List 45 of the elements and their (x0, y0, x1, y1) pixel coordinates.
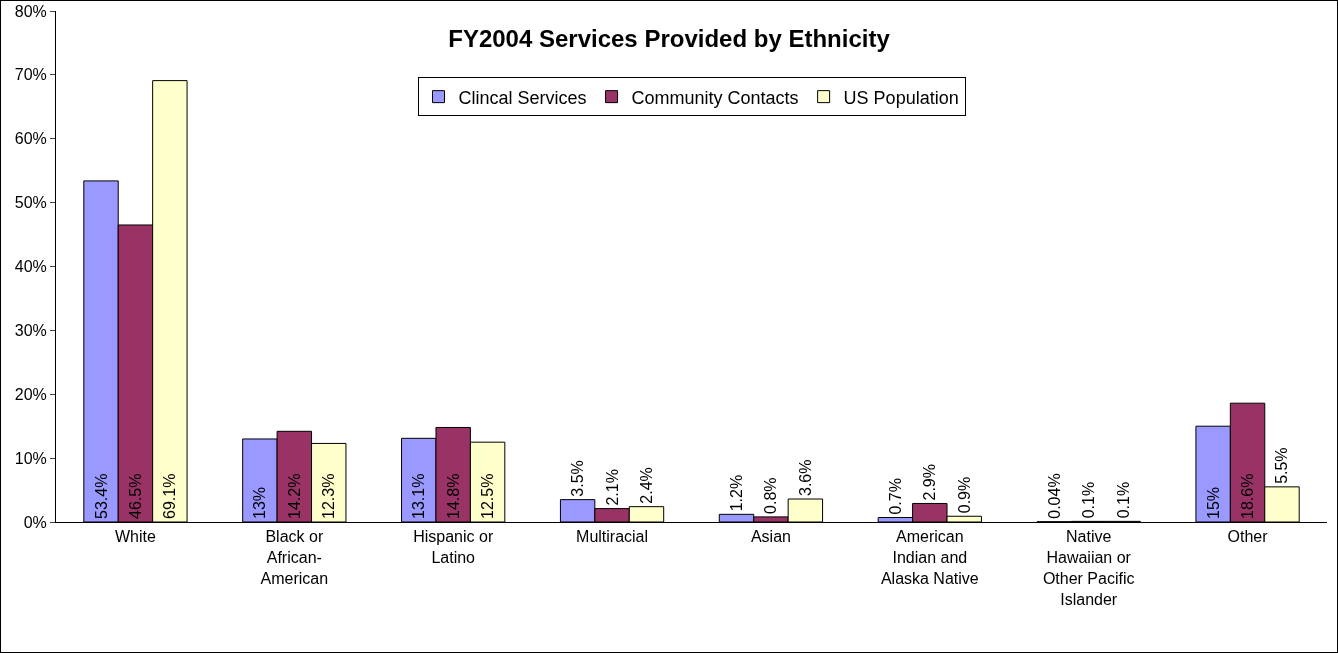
data-label: 14.8% (444, 473, 462, 519)
data-label: 0.8% (762, 477, 780, 514)
data-label: 3.5% (569, 460, 587, 497)
data-label: 18.6% (1239, 473, 1257, 519)
data-label: 0.7% (886, 478, 904, 515)
legend-label: Clincal Services (458, 87, 587, 108)
data-label: 13% (251, 486, 269, 519)
data-label: 2.4% (637, 467, 655, 504)
y-tick-label: 70% (14, 66, 47, 84)
data-label: 2.9% (921, 464, 939, 501)
data-label: 69.1% (161, 473, 179, 519)
y-tick-label: 0% (23, 513, 47, 531)
y-tick-label: 10% (14, 449, 47, 467)
x-tick-label: American Indian and Alaska Native (880, 528, 979, 587)
x-tick-label: Multiracial (576, 528, 649, 546)
legend-label: Community Contacts (631, 87, 799, 108)
y-tick-label: 80% (14, 2, 47, 20)
data-label: 2.1% (603, 469, 621, 506)
data-label: 0.9% (955, 476, 973, 514)
x-tick-label: Other (1227, 528, 1269, 546)
x-tick-label: Hispanic or Latino (413, 528, 494, 566)
x-tick-label: Asian (750, 528, 791, 546)
data-label: 0.04% (1045, 473, 1063, 519)
data-label: 15% (1204, 486, 1222, 519)
y-tick-label: 30% (14, 321, 47, 339)
text: FY2004 Services Provided by Ethnicity (448, 25, 891, 53)
x-tick-label: Black or African-American (260, 528, 329, 587)
y-tick-label: 20% (14, 385, 47, 403)
y-tick-label: 40% (14, 258, 47, 276)
data-label: 3.6% (796, 459, 814, 497)
y-tick-label: 60% (14, 130, 47, 148)
data-label: 46.5% (126, 473, 144, 519)
data-label: 14.2% (285, 473, 303, 519)
data-label: 1.2% (728, 474, 746, 512)
x-tick-label: Native Hawaiian or Other Pacific Islander (1042, 528, 1135, 608)
data-label: 5.5% (1273, 447, 1291, 484)
data-label: 12.3% (320, 473, 338, 519)
data-label: 12.5% (479, 473, 497, 519)
data-label: 0.1% (1114, 481, 1132, 519)
data-label: 13.1% (410, 473, 428, 519)
y-tick-label: 50% (14, 194, 47, 212)
x-tick-label: White (114, 528, 156, 546)
data-label: 53.4% (92, 473, 110, 519)
data-label: 0.1% (1080, 481, 1098, 519)
legend-label: US Population (843, 87, 959, 108)
